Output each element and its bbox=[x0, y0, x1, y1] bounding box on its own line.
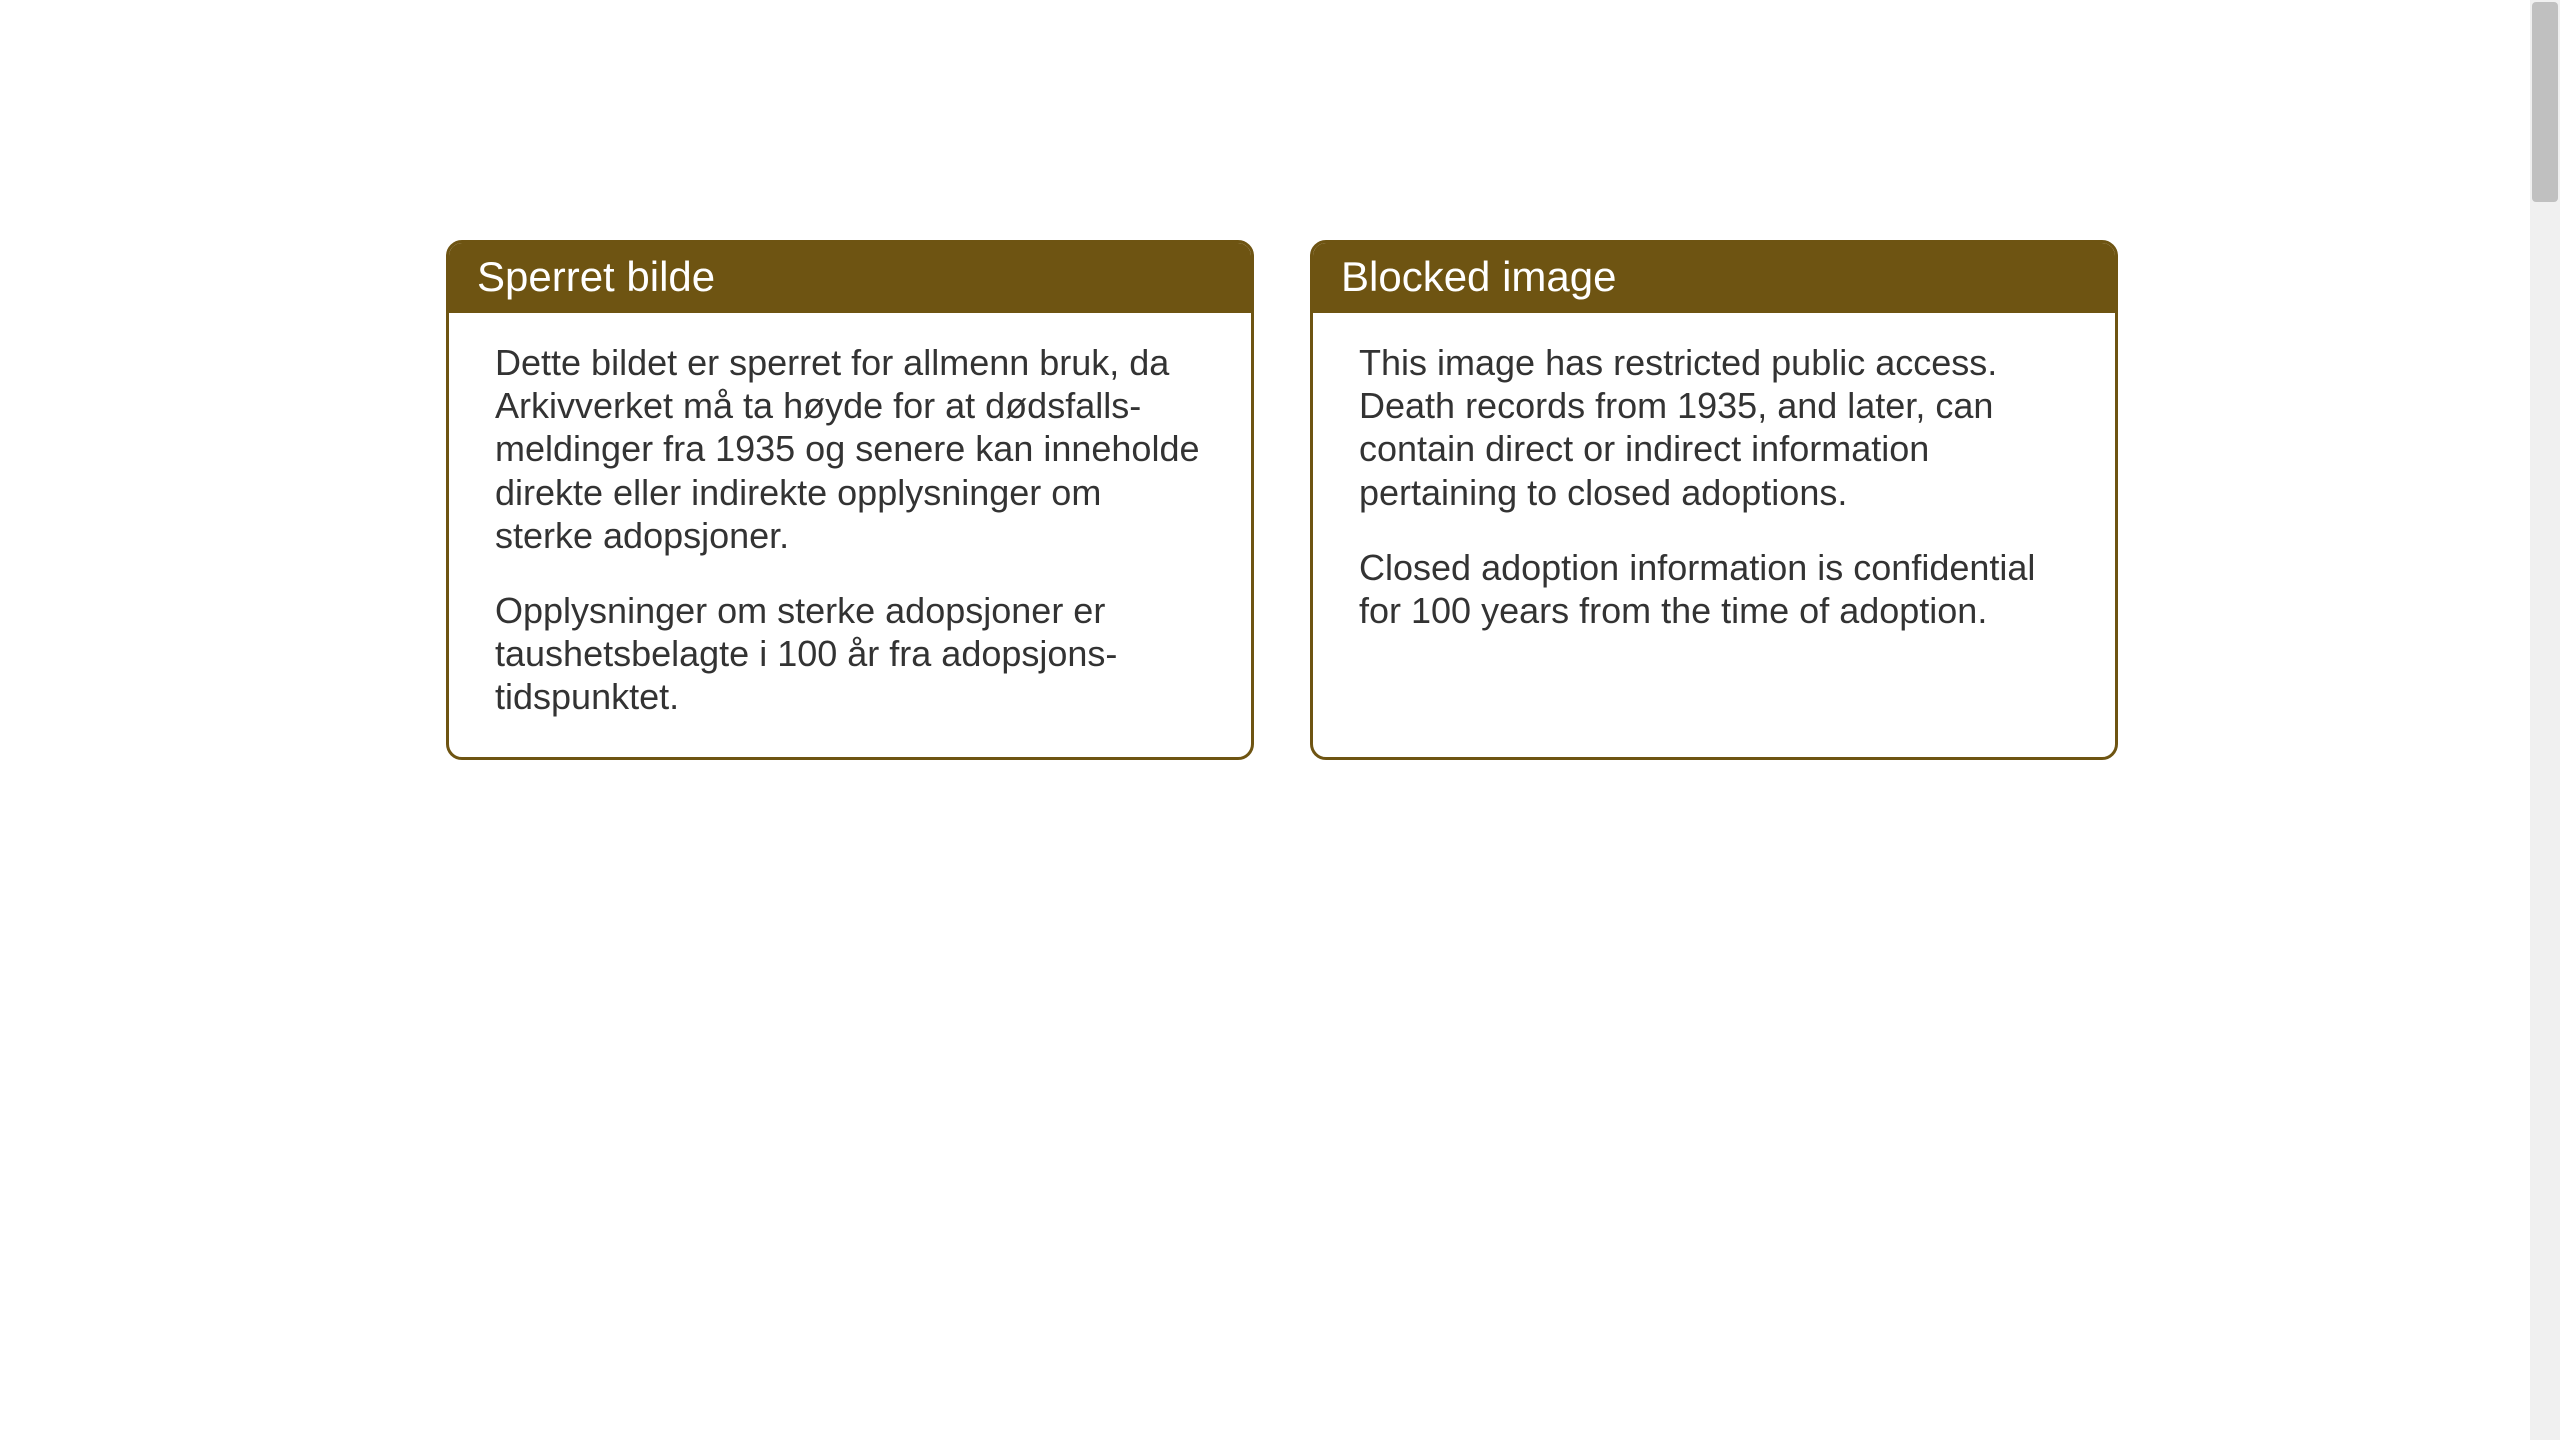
notice-paragraph: Opplysninger om sterke adopsjoner er tau… bbox=[495, 589, 1205, 719]
notice-title-english: Blocked image bbox=[1341, 253, 1616, 300]
notice-card-norwegian: Sperret bilde Dette bildet er sperret fo… bbox=[446, 240, 1254, 760]
notice-paragraph: Dette bildet er sperret for allmenn bruk… bbox=[495, 341, 1205, 557]
scrollbar-thumb[interactable] bbox=[2532, 2, 2558, 202]
notice-title-norwegian: Sperret bilde bbox=[477, 253, 715, 300]
notice-body-english: This image has restricted public access.… bbox=[1313, 313, 2115, 670]
notice-paragraph: This image has restricted public access.… bbox=[1359, 341, 2069, 514]
notice-body-norwegian: Dette bildet er sperret for allmenn bruk… bbox=[449, 313, 1251, 757]
notice-card-english: Blocked image This image has restricted … bbox=[1310, 240, 2118, 760]
notice-header-english: Blocked image bbox=[1313, 243, 2115, 313]
notice-container: Sperret bilde Dette bildet er sperret fo… bbox=[446, 240, 2118, 760]
notice-paragraph: Closed adoption information is confident… bbox=[1359, 546, 2069, 632]
notice-header-norwegian: Sperret bilde bbox=[449, 243, 1251, 313]
scrollbar-track[interactable] bbox=[2530, 0, 2560, 1440]
